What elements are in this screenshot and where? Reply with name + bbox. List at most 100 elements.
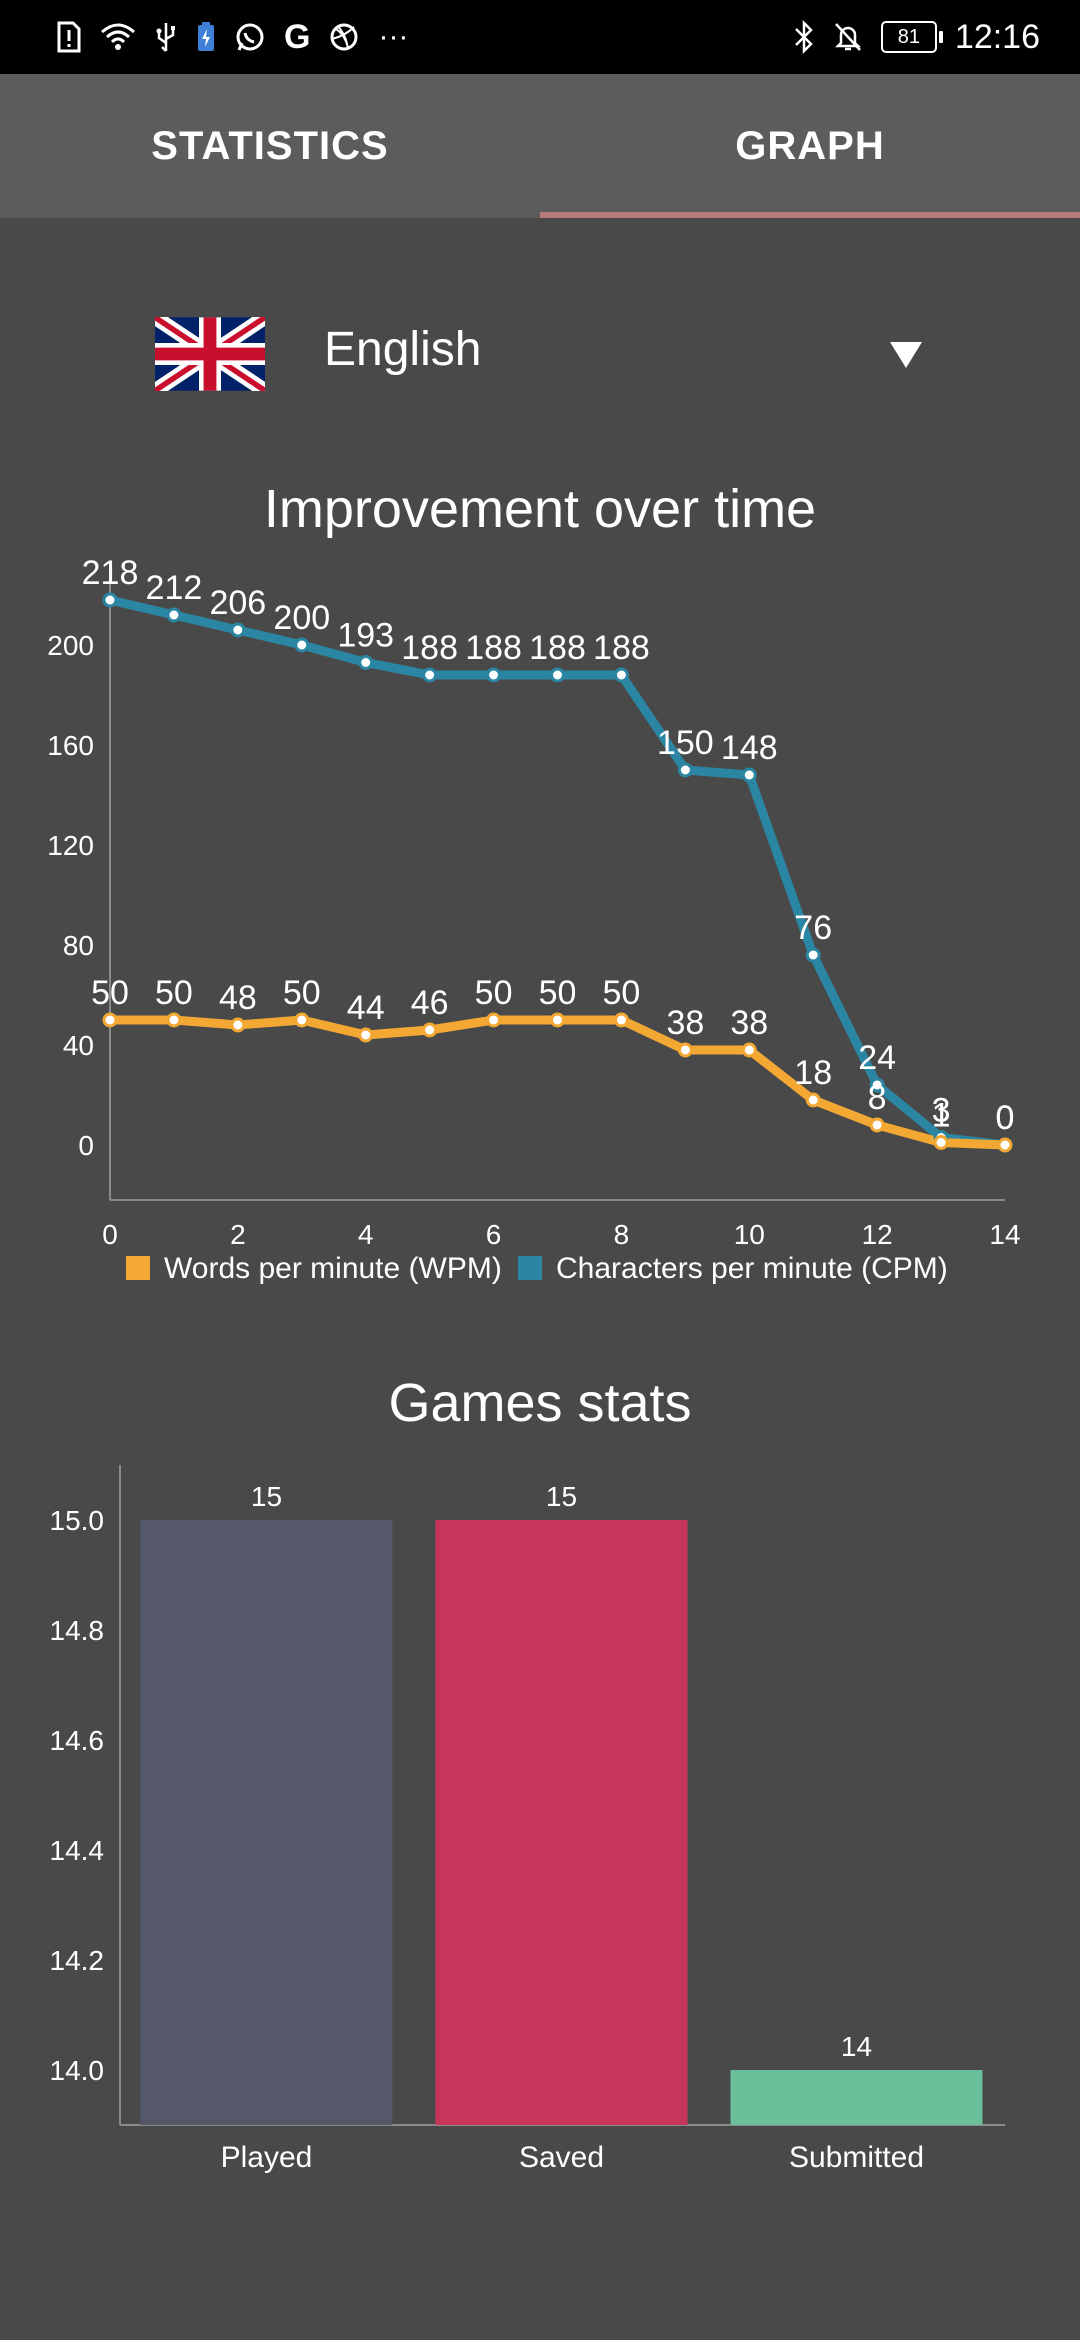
y-tick-label: 14.0 — [50, 2055, 105, 2086]
wpm-data-point — [358, 1027, 374, 1043]
wpm-data-label: 50 — [155, 974, 193, 1012]
y-tick-label: 160 — [47, 730, 94, 761]
bar-value-label: 15 — [546, 1481, 577, 1512]
more-icon: ··· — [378, 20, 409, 53]
clock: 12:16 — [954, 17, 1040, 56]
wpm-data-label: 50 — [539, 974, 577, 1012]
dribbble-icon — [328, 21, 360, 53]
wpm-data-label: 38 — [730, 1004, 768, 1042]
y-tick-label: 14.6 — [50, 1725, 105, 1756]
cpm-data-point — [550, 667, 565, 683]
cpm-data-label: 3 — [932, 1092, 951, 1130]
x-tick-label: 10 — [734, 1219, 765, 1250]
notifications-off-icon — [833, 21, 863, 53]
cpm-data-point — [422, 667, 438, 683]
wpm-data-point — [102, 1012, 118, 1028]
language-dropdown[interactable]: English — [0, 300, 1080, 410]
cpm-data-label: 206 — [209, 584, 266, 622]
wpm-legend-label: Words per minute (WPM) — [164, 1252, 502, 1285]
status-bar-right: 81 12:16 — [793, 0, 1040, 74]
cpm-legend-label: Characters per minute (CPM) — [556, 1252, 948, 1285]
chevron-down-icon — [890, 342, 922, 368]
y-tick-label: 14.2 — [50, 1945, 105, 1976]
bar-saved — [435, 1520, 688, 2125]
wpm-data-point — [230, 1017, 246, 1033]
y-tick-label: 40 — [63, 1030, 94, 1061]
tab-statistics[interactable]: STATISTICS — [151, 123, 389, 168]
cpm-data-point — [486, 667, 502, 683]
y-tick-label: 200 — [47, 630, 94, 661]
cpm-data-point — [166, 607, 182, 623]
cpm-data-label: 150 — [657, 724, 714, 762]
games-stats-bar-chart: 15.0 14.8 14.6 14.4 14.2 14.0 15 Played 15 Saved 1… — [50, 1465, 1005, 2174]
bar-value-label: 15 — [251, 1481, 282, 1512]
cpm-data-label: 212 — [146, 569, 203, 607]
status-bar: G ··· 81 12:16 — [0, 0, 1080, 74]
cpm-data-label: 200 — [273, 599, 330, 637]
cpm-data-label: 193 — [337, 617, 394, 655]
cpm-data-point — [869, 1077, 885, 1093]
cpm-data-label: 188 — [529, 629, 586, 667]
cpm-data-point — [677, 762, 693, 778]
wpm-data-point — [294, 1012, 310, 1028]
tab-graph[interactable]: GRAPH — [735, 123, 885, 168]
bluetooth-icon — [793, 20, 815, 54]
y-tick-label: 14.4 — [50, 1835, 105, 1866]
wpm-data-label: 50 — [603, 974, 641, 1012]
google-icon: G — [284, 17, 311, 56]
battery-saver-icon — [196, 21, 216, 53]
cpm-data-label: 188 — [465, 629, 522, 667]
cpm-data-label: 76 — [794, 909, 832, 947]
active-tab-indicator — [540, 212, 1080, 218]
wpm-data-point — [869, 1117, 885, 1133]
wpm-data-point — [613, 1012, 629, 1028]
x-tick-label: 12 — [862, 1219, 893, 1250]
wpm-data-label: 0 — [996, 1099, 1015, 1137]
alert-icon — [56, 21, 82, 53]
y-tick-label: 0 — [78, 1130, 94, 1161]
line-chart-title: Improvement over time — [263, 479, 817, 539]
x-category-label: Submitted — [789, 2141, 924, 2174]
x-category-label: Played — [221, 2141, 313, 2174]
cpm-data-point — [613, 667, 629, 683]
cpm-data-point — [230, 622, 246, 638]
cpm-data-label: 148 — [721, 729, 778, 767]
wpm-data-point — [997, 1137, 1013, 1153]
wpm-data-label: 48 — [219, 979, 257, 1017]
cpm-data-label: 188 — [401, 629, 458, 667]
wpm-data-label: 38 — [666, 1004, 704, 1042]
language-label: English — [324, 323, 482, 376]
wpm-legend-swatch — [126, 1256, 150, 1280]
wpm-data-label: 50 — [475, 974, 513, 1012]
status-bar-left: G ··· — [56, 0, 408, 74]
cpm-data-label: 188 — [593, 629, 650, 667]
x-tick-label: 6 — [486, 1219, 502, 1250]
bar-played — [140, 1520, 393, 2125]
y-tick-label: 80 — [63, 930, 94, 961]
cpm-data-point — [741, 767, 757, 783]
cpm-data-label: 24 — [858, 1039, 896, 1077]
wpm-data-label: 46 — [411, 984, 449, 1022]
cpm-data-point — [102, 592, 118, 608]
bar-submitted — [730, 2070, 983, 2125]
uk-flag-icon — [155, 317, 265, 391]
wpm-data-point — [166, 1012, 182, 1028]
wpm-data-point — [741, 1042, 757, 1058]
tab-bar: STATISTICS GRAPH — [0, 74, 1080, 218]
cpm-data-label: 0 — [996, 1099, 1015, 1137]
bar-value-label: 14 — [841, 2031, 872, 2062]
wpm-data-label: 1 — [932, 1097, 951, 1135]
wpm-data-point — [933, 1135, 949, 1150]
wpm-data-point — [422, 1022, 438, 1038]
cpm-legend-swatch — [518, 1256, 542, 1280]
wpm-data-point — [677, 1042, 693, 1058]
wpm-data-label: 18 — [794, 1054, 832, 1092]
y-tick-label: 15.0 — [50, 1505, 105, 1536]
x-category-label: Saved — [519, 2141, 604, 2174]
y-tick-label: 120 — [47, 830, 94, 861]
bar-chart-title: Games stats — [388, 1373, 692, 1433]
wpm-data-point — [805, 1092, 821, 1108]
wpm-data-label: 8 — [868, 1079, 887, 1117]
wifi-icon — [100, 22, 136, 52]
